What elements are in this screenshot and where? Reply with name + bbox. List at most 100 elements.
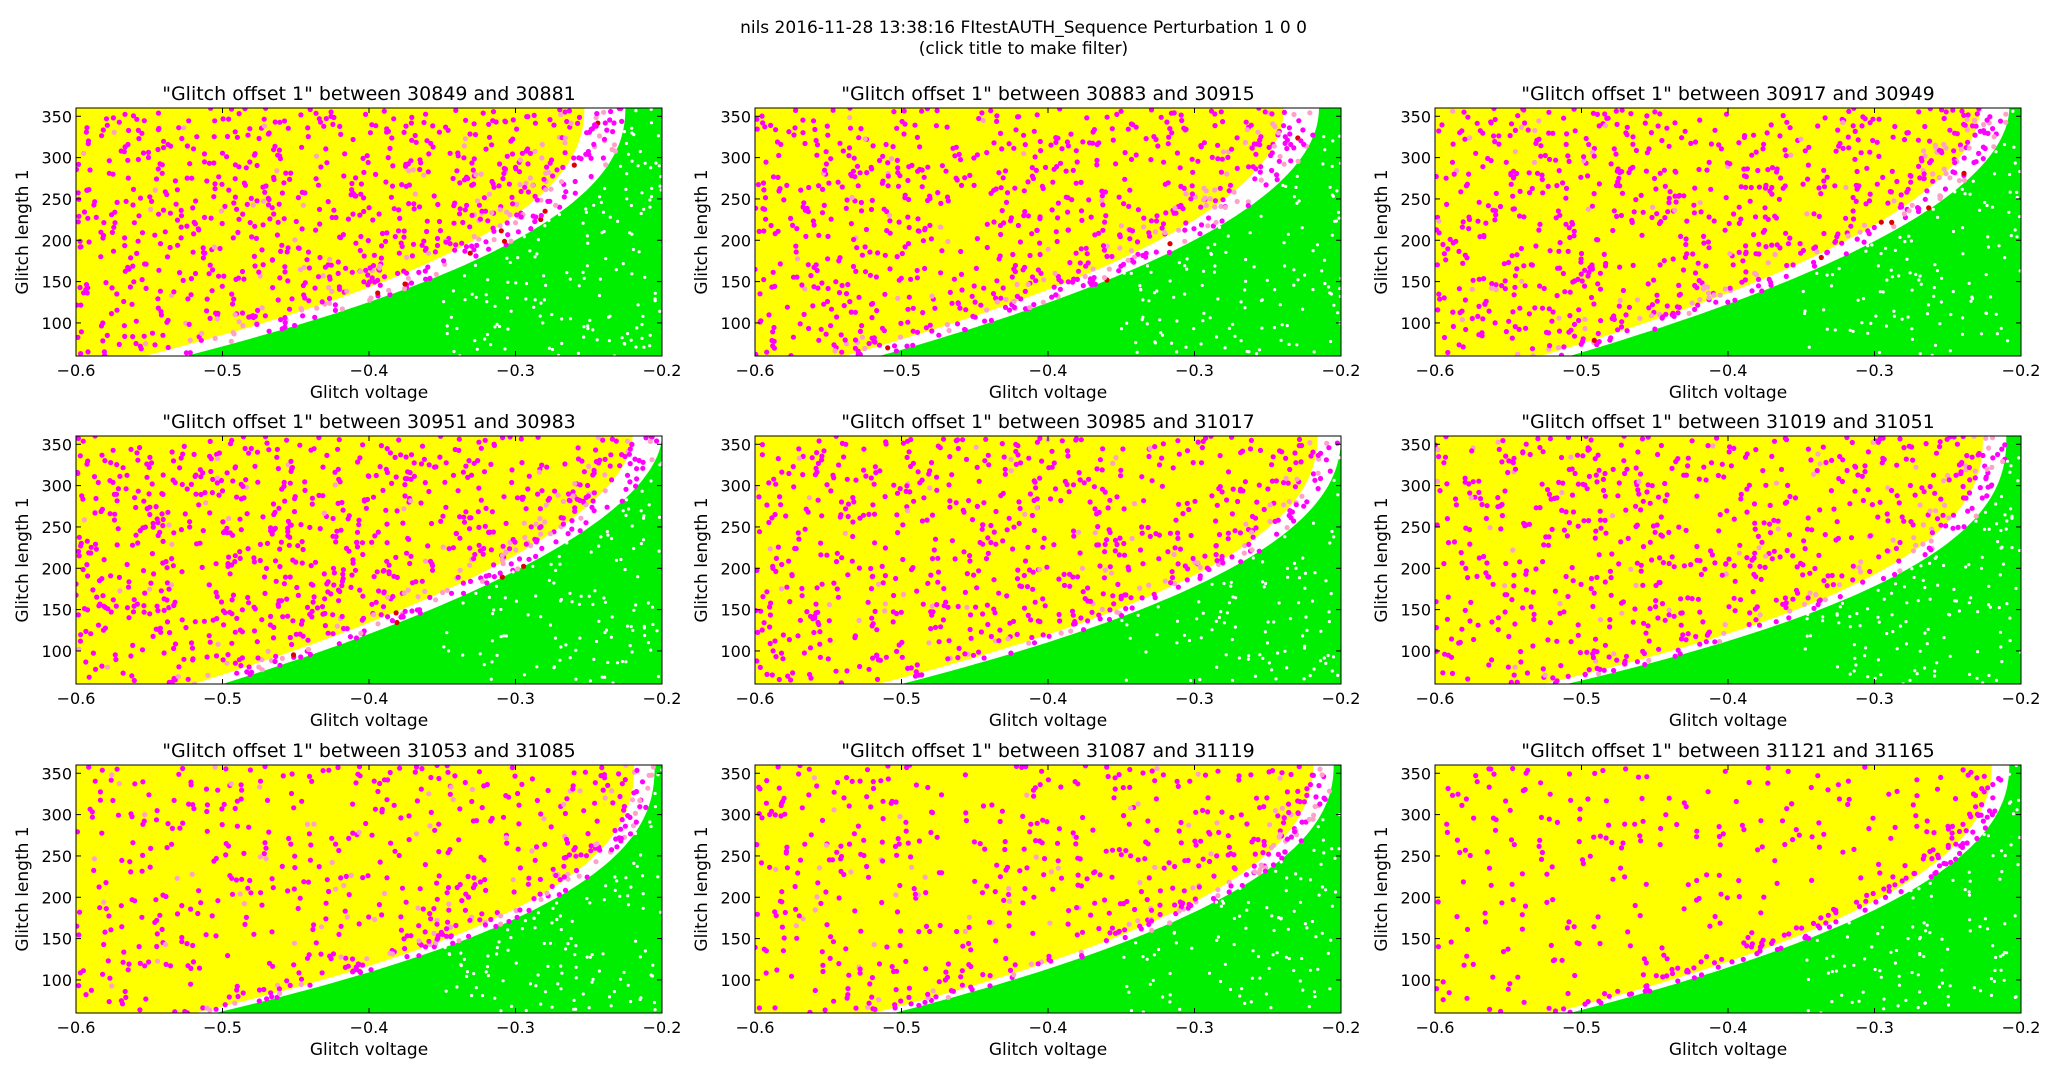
data-point: [1127, 236, 1133, 242]
data-point: [1189, 156, 1195, 162]
data-point: [1556, 328, 1563, 334]
data-point: [1245, 199, 1251, 205]
data-point: [919, 184, 925, 190]
subplot-title[interactable]: "Glitch offset 1" between 30985 and 3101…: [841, 411, 1255, 433]
subplot-title[interactable]: "Glitch offset 1" between 30951 and 3098…: [162, 411, 576, 433]
data-point: [1121, 506, 1127, 512]
data-point: [298, 621, 305, 627]
data-point: [1450, 323, 1456, 330]
data-point: [101, 603, 107, 609]
subplot-title[interactable]: "Glitch offset 1" between 30883 and 3091…: [841, 83, 1255, 105]
data-point: [252, 263, 258, 269]
data-point: [400, 614, 406, 620]
data-point: [800, 130, 806, 136]
data-point: [120, 465, 126, 471]
data-point: [624, 660, 628, 664]
data-point: [312, 314, 318, 320]
data-point: [140, 568, 147, 574]
data-point: [558, 658, 562, 662]
data-point: [881, 206, 887, 212]
data-point: [532, 120, 539, 126]
data-point: [1880, 174, 1886, 180]
data-point: [1138, 284, 1142, 288]
data-point: [1242, 543, 1248, 549]
y-tick-label: 300: [1400, 149, 1431, 168]
data-point: [365, 238, 371, 244]
data-point: [141, 118, 147, 124]
data-point: [597, 294, 602, 298]
data-point: [197, 540, 203, 546]
data-point: [225, 652, 231, 658]
data-point: [470, 292, 474, 296]
data-point: [401, 129, 407, 135]
data-point: [310, 599, 316, 605]
data-point: [983, 436, 989, 442]
data-point: [852, 635, 858, 641]
data-point: [1086, 197, 1092, 203]
data-point: [535, 436, 541, 440]
data-point: [149, 330, 156, 336]
data-point: [399, 182, 405, 188]
data-point: [1865, 228, 1871, 234]
data-point: [1619, 610, 1625, 616]
data-point: [1030, 175, 1036, 182]
data-point: [971, 182, 977, 188]
data-point: [1021, 605, 1028, 611]
data-point: [1322, 258, 1327, 262]
data-point: [491, 237, 497, 243]
data-point: [402, 482, 408, 488]
data-point: [842, 530, 848, 536]
data-point: [578, 515, 584, 521]
data-point: [871, 511, 878, 517]
data-point: [1109, 126, 1115, 132]
data-point: [1171, 581, 1178, 587]
data-point: [521, 520, 527, 526]
data-point: [483, 146, 489, 152]
data-point: [1752, 550, 1758, 556]
data-point: [1523, 325, 1529, 331]
data-point: [314, 305, 320, 311]
data-point: [1956, 177, 1962, 184]
data-point: [912, 673, 919, 679]
subplot-title[interactable]: "Glitch offset 1" between 30849 and 3088…: [162, 83, 576, 105]
subplot-title[interactable]: "Glitch offset 1" between 30917 and 3094…: [1521, 83, 1935, 105]
data-point: [1022, 511, 1028, 517]
data-point: [99, 663, 105, 669]
data-point: [997, 627, 1003, 633]
data-point: [518, 188, 524, 195]
data-point: [1149, 270, 1153, 274]
data-point: [1943, 171, 1949, 177]
figure-title-line1[interactable]: nils 2016-11-28 13:38:16 FItestAUTH_Sequ…: [740, 18, 1307, 38]
y-axis-label: Glitch length 1: [13, 497, 33, 622]
data-point: [1549, 318, 1555, 324]
data-point: [1026, 455, 1032, 461]
data-point: [760, 180, 767, 186]
data-point: [1997, 118, 2004, 124]
data-point: [850, 519, 856, 525]
data-point: [844, 476, 850, 482]
data-point: [996, 170, 1002, 176]
data-point: [134, 601, 140, 607]
data-point: [905, 177, 911, 184]
figure-title-line2[interactable]: (click title to make filter): [918, 39, 1129, 59]
data-point: [1783, 153, 1789, 159]
data-point: [1916, 109, 1922, 115]
data-point: [894, 512, 900, 518]
data-point: [1971, 179, 1975, 183]
data-point: [953, 500, 959, 506]
data-point: [380, 604, 387, 610]
data-point: [1441, 334, 1448, 341]
data-point: [1277, 448, 1283, 454]
data-point: [552, 581, 556, 585]
data-point: [448, 590, 455, 596]
data-point: [245, 132, 251, 138]
data-point: [876, 157, 883, 164]
data-point: [486, 121, 492, 127]
data-point: [1267, 518, 1273, 525]
data-point: [813, 137, 819, 144]
data-point: [459, 240, 465, 246]
figure-title[interactable]: nils 2016-11-28 13:38:16 FItestAUTH_Sequ…: [0, 18, 2047, 60]
data-point: [499, 552, 505, 558]
data-point: [1443, 175, 1449, 181]
data-point: [864, 170, 870, 176]
